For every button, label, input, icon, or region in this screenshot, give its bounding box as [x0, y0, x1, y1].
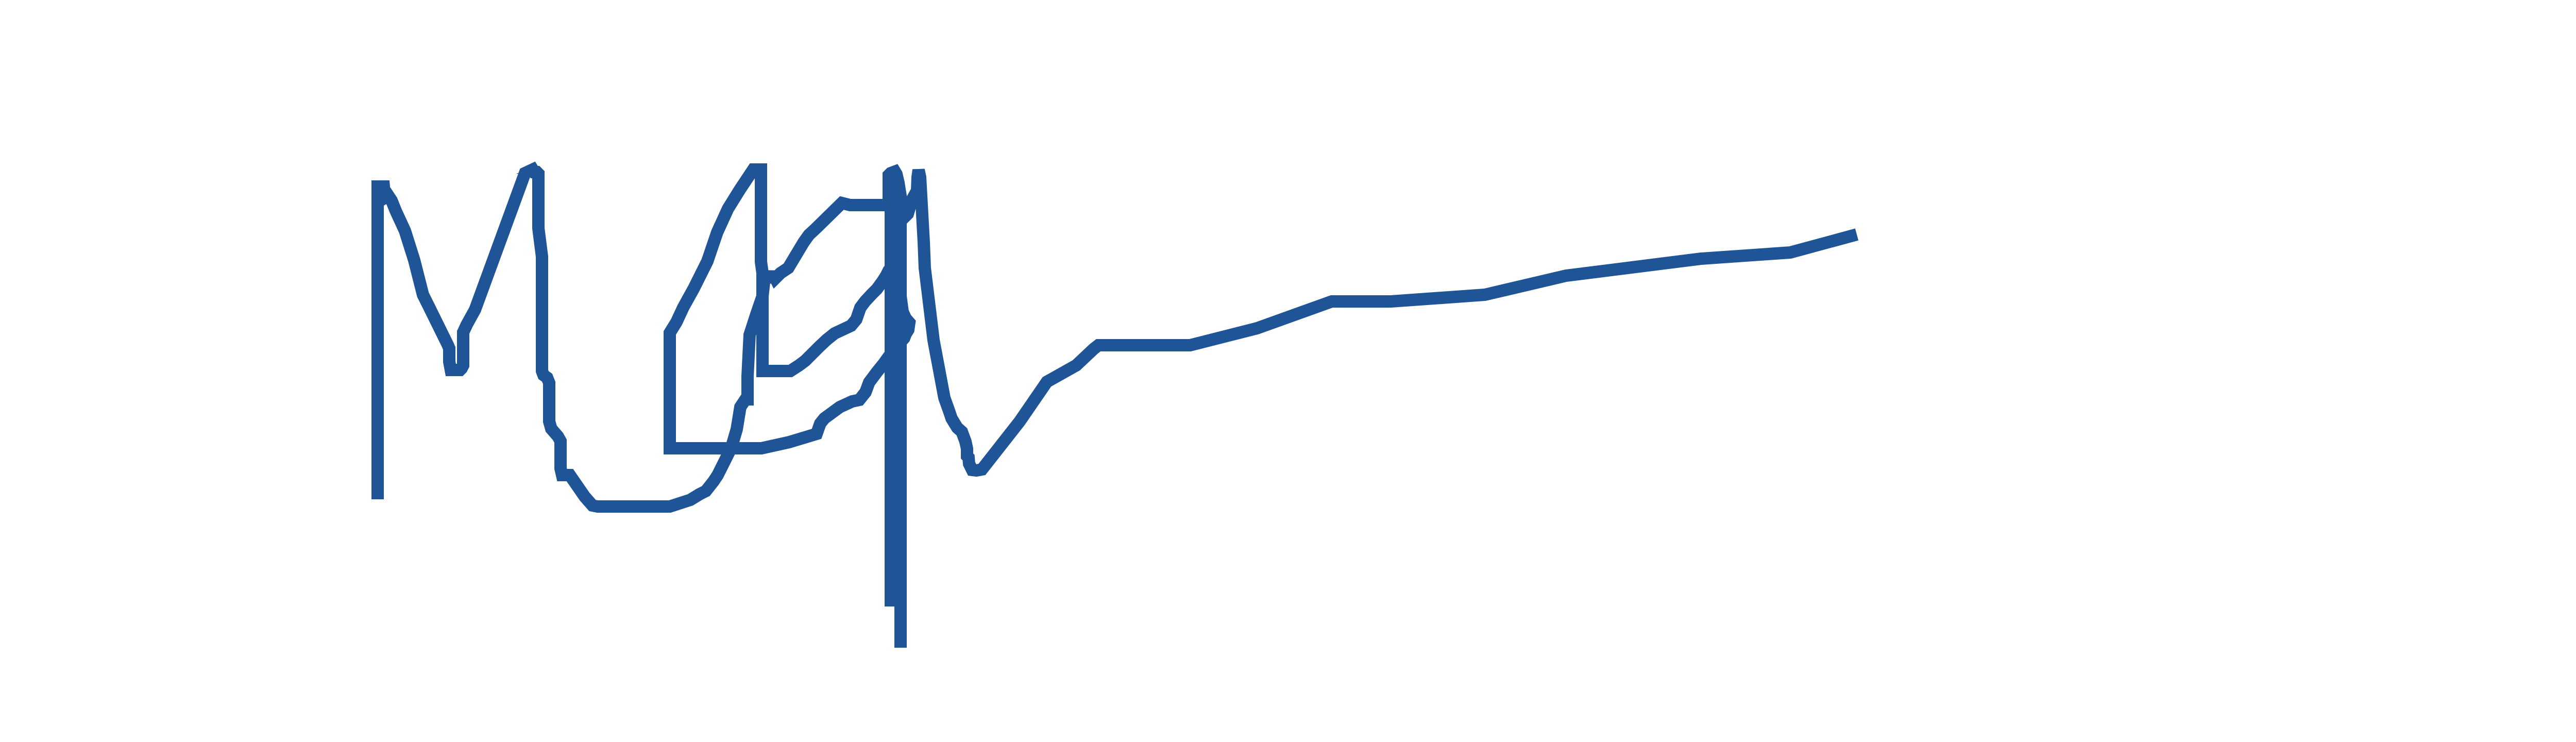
series-line-1: [371, 161, 1859, 513]
series-group: [371, 161, 1859, 648]
series-line-3: [664, 164, 916, 648]
series-line-4: [664, 163, 899, 606]
